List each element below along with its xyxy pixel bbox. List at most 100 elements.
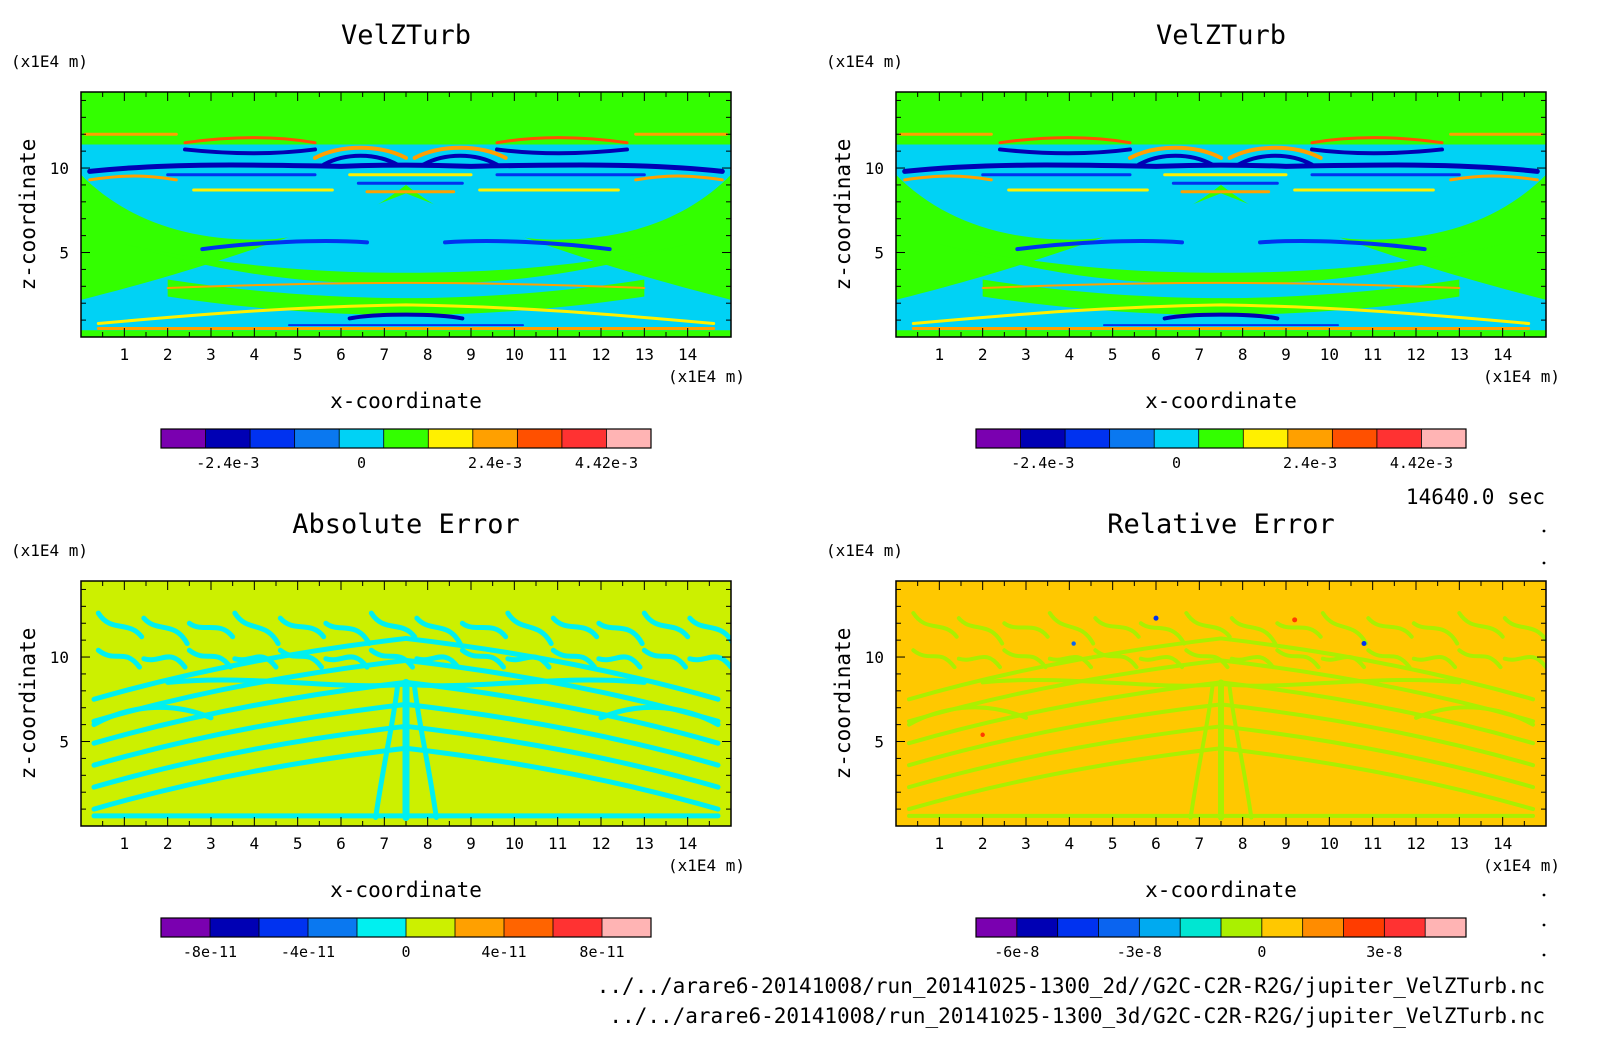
colorbar-frame — [160, 428, 652, 449]
field-structure — [95, 610, 145, 640]
chart-title: Relative Error — [1107, 509, 1335, 540]
colorbar-swatch — [383, 429, 429, 448]
x-tick-label: 6 — [336, 345, 346, 364]
field-structure — [1310, 136, 1444, 145]
field-structure — [313, 145, 408, 160]
colorbar-swatch — [1287, 429, 1333, 448]
field-structure — [459, 647, 506, 670]
colorbar-swatch — [504, 918, 554, 937]
colorbar: -8e-11 -4e-11 0 4e-11 8e-11 — [160, 917, 652, 961]
colorbar-frame — [975, 917, 1467, 938]
y-tick-label: 5 — [59, 733, 69, 752]
field-structure — [1002, 648, 1048, 670]
chart-panel: Relative Error(x1E4 m)1 2 3 4 5 6 7 8 9 10 11 12 13 1… — [826, 509, 1560, 961]
y-unit-label: (x1E4 m) — [826, 541, 903, 560]
y-tick-label: 10 — [865, 648, 884, 667]
field-patch — [982, 279, 1460, 316]
y-axis-label: z-coordinate — [831, 628, 855, 780]
field-structure — [323, 620, 372, 647]
field-structure — [1219, 724, 1535, 790]
chart-title: Absolute Error — [292, 509, 520, 540]
y-unit-label: (x1E4 m) — [11, 52, 88, 71]
field-structure — [998, 136, 1132, 145]
field-structure — [902, 162, 1540, 174]
field-spot — [980, 732, 985, 737]
colorbar-swatch — [976, 429, 1022, 448]
x-unit-label: (x1E4 m) — [668, 367, 745, 386]
field-structure — [1227, 145, 1323, 160]
x-tick-label: 14 — [678, 834, 697, 853]
x-tick-label: 1 — [935, 834, 945, 853]
x-tick-label: 10 — [1320, 834, 1339, 853]
field-structure — [1229, 616, 1278, 646]
colorbar-swatch — [1057, 918, 1099, 937]
field-structure — [183, 147, 317, 156]
field-patch — [81, 151, 731, 240]
field-patch — [896, 151, 1546, 240]
chart-title: VelZTurb — [341, 20, 471, 51]
colorbar-label: 0 — [1257, 943, 1266, 961]
colorbar-swatch — [205, 429, 251, 448]
chart-panel: Absolute Error(x1E4 m)1 2 3 4 5 6 7 8 9 10 11 12 13 1… — [11, 509, 745, 961]
y-unit-label: (x1E4 m) — [826, 52, 903, 71]
x-axis-label: x-coordinate — [330, 878, 482, 902]
field-structure — [323, 654, 370, 670]
field-structure — [443, 239, 612, 252]
x-tick-label: 11 — [1363, 345, 1382, 364]
field-structure — [1411, 621, 1460, 646]
field-structure — [1093, 648, 1139, 670]
field-structure — [1093, 616, 1141, 639]
y-tick-label: 5 — [874, 733, 884, 752]
colorbar-swatch — [1180, 918, 1222, 937]
field — [896, 581, 1546, 826]
field-structure — [641, 647, 688, 670]
field-spot — [1292, 617, 1298, 623]
field-structure — [1219, 746, 1535, 812]
file-path-1: ../../arare6-20141008/run_20141025-1300_… — [597, 974, 1545, 998]
field-structure — [505, 610, 554, 647]
field-structure — [596, 654, 643, 670]
field-spot — [1071, 641, 1076, 646]
colorbar-swatch — [1425, 918, 1467, 937]
colorbar-label: 0 — [357, 454, 366, 472]
x-tick-label: 13 — [1450, 345, 1469, 364]
x-axis-label: x-coordinate — [1145, 878, 1297, 902]
x-unit-label: (x1E4 m) — [1483, 856, 1560, 875]
field-structure — [907, 724, 1223, 790]
field-structure — [321, 153, 400, 167]
field-structure — [981, 281, 1461, 289]
field-patch — [167, 279, 645, 316]
field-structure — [95, 647, 142, 670]
field-structure — [596, 620, 645, 647]
colorbar-label: 4e-11 — [481, 943, 526, 961]
field-structure — [1219, 677, 1462, 688]
y-axis-label: z-coordinate — [16, 139, 40, 291]
y-axis-label: z-coordinate — [831, 139, 855, 291]
field-structure — [1366, 648, 1412, 670]
colorbar-label: -6e-8 — [994, 943, 1039, 961]
colorbar-swatch — [259, 918, 309, 937]
field-structure — [459, 620, 509, 640]
field-structure — [1047, 654, 1093, 670]
x-unit-label: (x1E4 m) — [668, 856, 745, 875]
field-structure — [907, 702, 1223, 768]
x-tick-label: 14 — [678, 345, 697, 364]
field-structure — [91, 701, 409, 768]
field-structure — [1015, 239, 1184, 252]
colorbar-label: 2.4e-3 — [1283, 454, 1337, 472]
field-structure — [1138, 654, 1184, 670]
colorbar-swatch — [1016, 918, 1059, 937]
x-tick-label: 6 — [336, 834, 346, 853]
field-structure — [1047, 611, 1096, 646]
colorbar-swatch — [602, 918, 652, 937]
field-structure — [414, 615, 463, 647]
x-tick-label: 12 — [1406, 345, 1425, 364]
x-tick-label: 9 — [1281, 345, 1291, 364]
field-structure — [1188, 685, 1215, 820]
colorbar-swatch — [308, 918, 358, 937]
field-structure — [412, 684, 439, 821]
colorbar-swatch — [1020, 429, 1066, 448]
y-tick-label: 5 — [59, 244, 69, 263]
field-structure — [1138, 621, 1187, 646]
field-structure — [368, 610, 418, 640]
